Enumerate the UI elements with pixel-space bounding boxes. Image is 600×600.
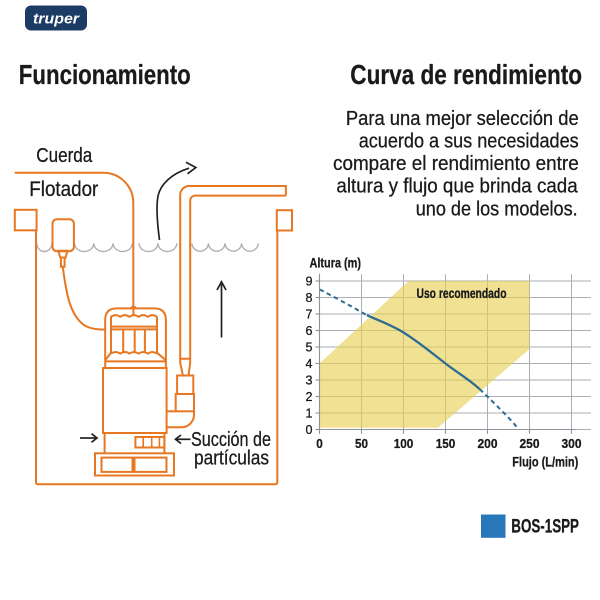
svg-text:250: 250 bbox=[520, 437, 540, 451]
svg-text:BOS-1SPP: BOS-1SPP bbox=[511, 515, 579, 537]
svg-text:altura y flujo que brinda cada: altura y flujo que brinda cada bbox=[336, 176, 578, 198]
svg-text:9: 9 bbox=[306, 275, 313, 289]
svg-text:100: 100 bbox=[394, 437, 414, 451]
svg-text:Funcionamiento: Funcionamiento bbox=[19, 59, 191, 90]
svg-text:5: 5 bbox=[306, 341, 313, 355]
svg-text:50: 50 bbox=[355, 437, 368, 451]
svg-text:Curva de rendimiento: Curva de rendimiento bbox=[350, 59, 582, 90]
svg-text:0: 0 bbox=[306, 423, 313, 437]
svg-text:0: 0 bbox=[316, 437, 323, 451]
svg-text:truper: truper bbox=[33, 12, 80, 28]
svg-text:2: 2 bbox=[306, 390, 313, 404]
svg-text:8: 8 bbox=[306, 291, 313, 305]
svg-text:Para una mejor selección de: Para una mejor selección de bbox=[346, 108, 579, 130]
svg-text:acuerdo a sus necesidades: acuerdo a sus necesidades bbox=[359, 131, 579, 153]
svg-text:partículas: partículas bbox=[194, 448, 269, 470]
svg-text:200: 200 bbox=[478, 437, 498, 451]
svg-text:4: 4 bbox=[306, 357, 313, 371]
svg-text:6: 6 bbox=[306, 324, 313, 338]
svg-text:7: 7 bbox=[306, 308, 313, 322]
svg-text:Flotador: Flotador bbox=[29, 177, 98, 201]
svg-text:Cuerda: Cuerda bbox=[36, 145, 93, 167]
svg-text:3: 3 bbox=[306, 374, 313, 388]
svg-text:300: 300 bbox=[562, 437, 582, 451]
svg-text:150: 150 bbox=[436, 437, 456, 451]
svg-text:1: 1 bbox=[306, 407, 313, 421]
svg-text:Uso recomendado: Uso recomendado bbox=[417, 286, 507, 301]
svg-text:Altura (m): Altura (m) bbox=[310, 256, 362, 271]
svg-text:uno de los modelos.: uno de los modelos. bbox=[416, 198, 578, 220]
svg-text:compare el rendimiento entre: compare el rendimiento entre bbox=[333, 153, 579, 175]
svg-text:Flujo (L/min): Flujo (L/min) bbox=[512, 455, 578, 470]
svg-text:Succión de: Succión de bbox=[191, 429, 271, 451]
